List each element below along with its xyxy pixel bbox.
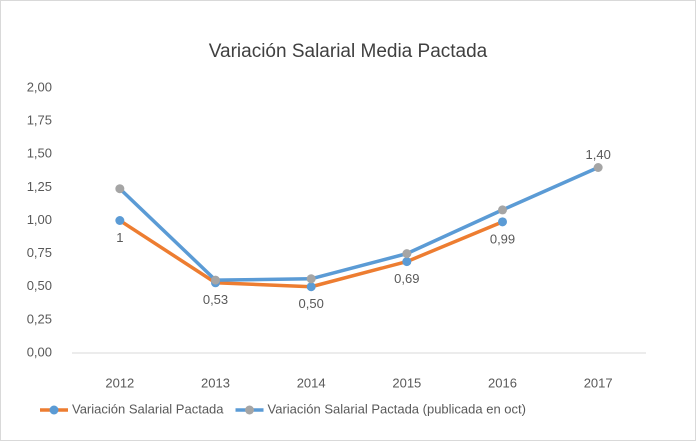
legend-marker	[245, 405, 255, 415]
point-marker	[115, 216, 125, 225]
series-line	[118, 165, 599, 282]
point-marker	[498, 205, 507, 215]
point-marker	[211, 275, 220, 285]
y-tick-label: 1,75	[27, 113, 52, 128]
y-tick-label: 1,00	[27, 212, 52, 227]
x-tick-label: 2012	[105, 375, 134, 390]
y-tick-label: 0,50	[27, 278, 52, 293]
y-tick-label: 0,00	[27, 344, 52, 359]
data-label: 0,99	[490, 231, 515, 246]
legend-label: Variación Salarial Pactada	[72, 401, 224, 416]
legend-label: Variación Salarial Pactada (publicada en…	[268, 401, 526, 416]
y-tick-label: 1,50	[27, 146, 52, 161]
data-label: 1,40	[586, 147, 611, 162]
data-label: 0,53	[203, 292, 228, 307]
y-tick-label: 2,00	[27, 79, 52, 94]
point-marker	[115, 184, 125, 194]
point-marker	[306, 274, 316, 284]
x-tick-label: 2013	[201, 375, 230, 390]
legend-marker	[49, 405, 59, 415]
data-label: 0,69	[394, 271, 419, 286]
point-marker	[593, 163, 603, 172]
x-tick-label: 2017	[584, 375, 613, 390]
point-marker	[306, 282, 316, 292]
y-tick-label: 0,25	[27, 311, 52, 326]
chart-title: Variación Salarial Media Pactada	[209, 41, 488, 62]
data-label: 1	[116, 230, 123, 245]
point-marker	[498, 217, 507, 227]
y-tick-label: 0,75	[27, 245, 52, 260]
point-marker	[402, 249, 412, 259]
data-label: 0,50	[299, 296, 324, 311]
x-tick-label: 2014	[297, 375, 326, 390]
x-tick-label: 2016	[488, 375, 517, 390]
x-tick-label: 2015	[392, 375, 421, 390]
point-marker	[402, 257, 412, 267]
y-tick-label: 1,25	[27, 179, 52, 194]
